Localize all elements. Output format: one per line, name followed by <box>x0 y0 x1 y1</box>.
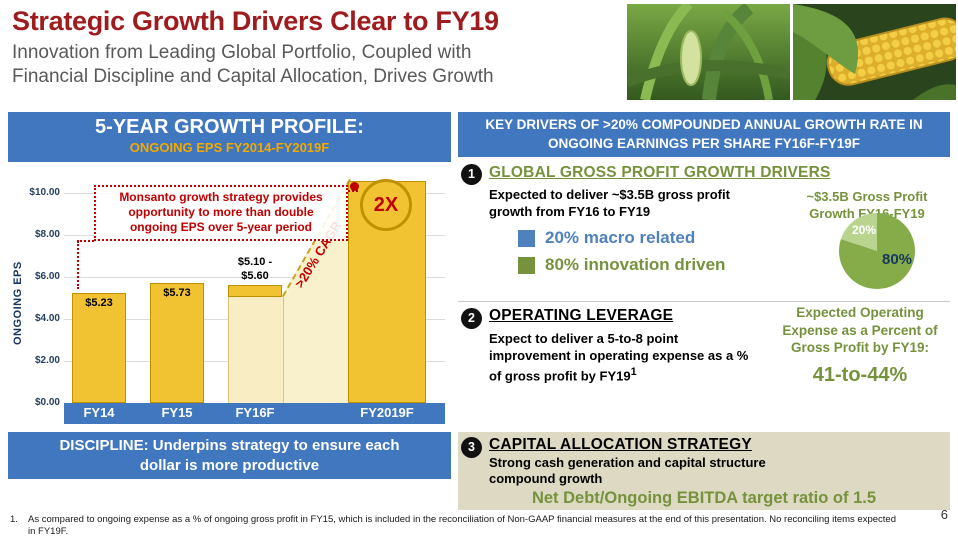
bar-value-fy14: $5.23 <box>85 297 113 309</box>
x-category-fy14: FY14 <box>83 405 115 420</box>
legend-swatch-blue <box>518 229 535 247</box>
discipline-callout: DISCIPLINE: Underpins strategy to ensure… <box>8 432 451 479</box>
y-tick-8: $8.00 <box>34 229 60 240</box>
legend-label-innovation: 80% innovation driven <box>545 255 726 274</box>
growth-profile-title: 5-YEAR GROWTH PROFILE: <box>95 116 364 138</box>
section-2-side-note-text: Expected Operating Expense as a Percent … <box>782 305 938 356</box>
slide-subtitle-line2: Financial Discipline and Capital Allocat… <box>12 66 494 87</box>
annotation-connector-to-dot <box>348 190 358 192</box>
bar-fy16f-range <box>228 296 284 405</box>
x-category-fy2019f: FY2019F <box>360 405 414 420</box>
pie-slice-label-20: 20% <box>852 223 877 237</box>
double-eps-badge: 2X <box>360 179 412 231</box>
bar-value-fy16f-line2: $5.60 <box>241 270 269 283</box>
page-number: 6 <box>940 507 948 522</box>
section-3-body: Strong cash generation and capital struc… <box>489 455 766 486</box>
annotation-connector-horizontal <box>77 240 94 242</box>
section-2-body: Expect to deliver a 5-to-8 point improve… <box>489 331 751 385</box>
footnote: 1. As compared to ongoing expense as a %… <box>10 514 896 536</box>
eps-bar-chart: ONGOING EPS $0.00 $2.00 $4.00 $6.00 $8.0… <box>8 163 451 425</box>
bar-value-fy16f-line1: $5.10 - <box>237 256 273 268</box>
annotation-endpoint-dot <box>350 182 359 191</box>
gridline <box>64 277 445 278</box>
y-tick-4: $4.00 <box>34 313 60 324</box>
section-divider <box>458 301 950 302</box>
bar-fy15 <box>150 283 204 403</box>
bar-fy16f-top-band <box>228 285 282 297</box>
key-drivers-header: KEY DRIVERS OF >20% COMPOUNDED ANNUAL GR… <box>458 112 950 157</box>
x-category-fy15: FY15 <box>161 405 193 420</box>
section-2-side-note: Expected Operating Expense as a Percent … <box>768 304 952 388</box>
section-3-number-badge: 3 <box>461 437 482 458</box>
annotation-connector-vertical <box>77 241 79 289</box>
bar-value-fy15: $5.73 <box>163 287 191 299</box>
legend-label-macro: 20% macro related <box>545 228 696 247</box>
bar-fy14 <box>72 293 126 403</box>
legend-item-innovation: 80% innovation driven <box>518 255 725 275</box>
section-2-number-badge: 2 <box>461 308 482 329</box>
growth-profile-header: 5-YEAR GROWTH PROFILE: ONGOING EPS FY201… <box>8 112 451 162</box>
x-category-fy16f: FY16F <box>235 405 275 420</box>
capital-allocation-panel <box>458 432 950 510</box>
y-tick-2: $2.00 <box>34 355 60 366</box>
section-2-heading: OPERATING LEVERAGE <box>489 307 674 324</box>
net-debt-ebitda-target: Net Debt/Ongoing EBITDA target ratio of … <box>531 489 877 507</box>
footnote-text: As compared to ongoing expense as a % of… <box>28 514 896 536</box>
footnote-marker: 1. <box>10 514 18 525</box>
gross-profit-pie-chart <box>839 213 915 289</box>
operating-expense-target: 41-to-44% <box>812 363 908 386</box>
footnote-reference: 1 <box>630 365 637 378</box>
section-1-body: Expected to deliver ~$3.5B gross profit … <box>489 187 730 219</box>
y-tick-0: $0.00 <box>34 397 60 408</box>
strategy-annotation: Monsanto growth strategy provides opport… <box>94 185 348 241</box>
slide-title: Strategic Growth Drivers Clear to FY19 <box>12 6 499 36</box>
bar-value-fy16f: $5.10 - $5.60 <box>222 255 288 284</box>
growth-profile-subtitle: ONGOING EPS FY2014-FY2019F <box>129 140 330 155</box>
pie-legend: 20% macro related 80% innovation driven <box>518 228 725 282</box>
slide-subtitle-line1: Innovation from Leading Global Portfolio… <box>12 42 472 63</box>
y-tick-10: $10.00 <box>29 187 60 198</box>
corn-field-image <box>627 4 790 100</box>
section-1-heading: GLOBAL GROSS PROFIT GROWTH DRIVERS <box>489 164 831 181</box>
legend-item-macro: 20% macro related <box>518 228 725 248</box>
corn-cob-image <box>793 4 956 100</box>
section-2-body-text: Expect to deliver a 5-to-8 point improve… <box>489 331 749 384</box>
pie-slice-label-80: 80% <box>882 251 913 268</box>
legend-swatch-green <box>518 256 535 274</box>
section-3-heading: CAPITAL ALLOCATION STRATEGY <box>489 436 752 453</box>
section-1-number-badge: 1 <box>461 164 482 185</box>
x-axis-bar <box>64 403 445 424</box>
y-tick-6: $6.00 <box>34 271 60 282</box>
